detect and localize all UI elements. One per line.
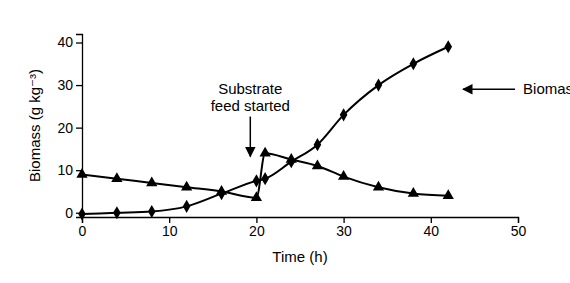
annotation-text: Biomass (523, 80, 570, 97)
x-tick-label: 10 (162, 223, 178, 239)
series-marker (286, 153, 297, 163)
series-marker (181, 181, 192, 191)
series-marker (312, 159, 323, 169)
annotation-arrow (250, 117, 252, 157)
series-marker (410, 57, 418, 70)
annotations: Substratefeed started Biomass (211, 80, 570, 157)
y-axis: 0 10 20 30 40 (57, 34, 82, 220)
y-tick: 30 (57, 77, 82, 93)
series-marker (340, 108, 348, 121)
series-marker (375, 78, 383, 91)
series-marker (78, 207, 86, 220)
annotation: Biomass (463, 80, 570, 97)
series-marker (261, 172, 269, 185)
chart: 0 10 20 30 40 50 0 10 20 30 40 Time (h) Biomass (g k… (0, 0, 570, 283)
x-tick: 0 (79, 217, 87, 239)
series-marker (338, 170, 349, 180)
annotation-text: feed started (211, 97, 290, 114)
x-tick: 30 (336, 217, 352, 239)
x-tick-label: 0 (79, 223, 87, 239)
annotation: Substratefeed started (211, 80, 290, 157)
x-tick-label: 50 (511, 223, 527, 239)
series-marker (111, 172, 122, 182)
y-tick-label: 10 (57, 162, 73, 178)
annotation-arrow (463, 89, 515, 91)
series-marker (444, 40, 452, 53)
y-axis-line (76, 35, 83, 218)
y-axis-title: Biomass (g kg⁻³) (26, 69, 43, 182)
series-marker (148, 205, 156, 218)
series-marker (373, 181, 384, 191)
plot: 0 10 20 30 40 50 0 10 20 30 40 Time (h) Biomass (g k… (26, 34, 570, 265)
series-line (82, 153, 448, 198)
marks (76, 40, 454, 220)
series-marker (146, 176, 157, 186)
y-tick-label: 0 (65, 205, 73, 221)
series-marker (216, 185, 227, 195)
series-marker (408, 187, 419, 197)
series-marker (251, 191, 262, 201)
x-axis-line (83, 218, 519, 224)
series-marker (314, 138, 322, 151)
series-line (82, 47, 448, 214)
x-tick: 10 (162, 217, 178, 239)
series-marker (183, 200, 191, 213)
x-tick-label: 30 (336, 223, 352, 239)
y-tick-mark (76, 127, 82, 128)
y-tick-mark (76, 85, 82, 86)
x-tick-label: 20 (249, 223, 265, 239)
y-tick-label: 40 (57, 34, 73, 50)
x-axis: 0 10 20 30 40 50 (79, 217, 527, 239)
series-marker (113, 206, 121, 219)
x-tick-label: 40 (424, 223, 440, 239)
y-tick-label: 20 (57, 120, 73, 136)
y-tick: 20 (57, 120, 82, 136)
x-tick: 50 (511, 217, 527, 239)
annotation-text: Substrate (218, 80, 282, 97)
series-marker (443, 189, 454, 199)
y-tick: 40 (57, 34, 82, 50)
x-tick: 20 (249, 217, 265, 239)
series-marker (259, 147, 270, 157)
y-tick-label: 30 (57, 77, 73, 93)
x-tick: 40 (424, 217, 440, 239)
y-tick-mark (76, 42, 82, 43)
x-axis-title: Time (h) (272, 248, 327, 265)
series-marker (76, 168, 87, 178)
